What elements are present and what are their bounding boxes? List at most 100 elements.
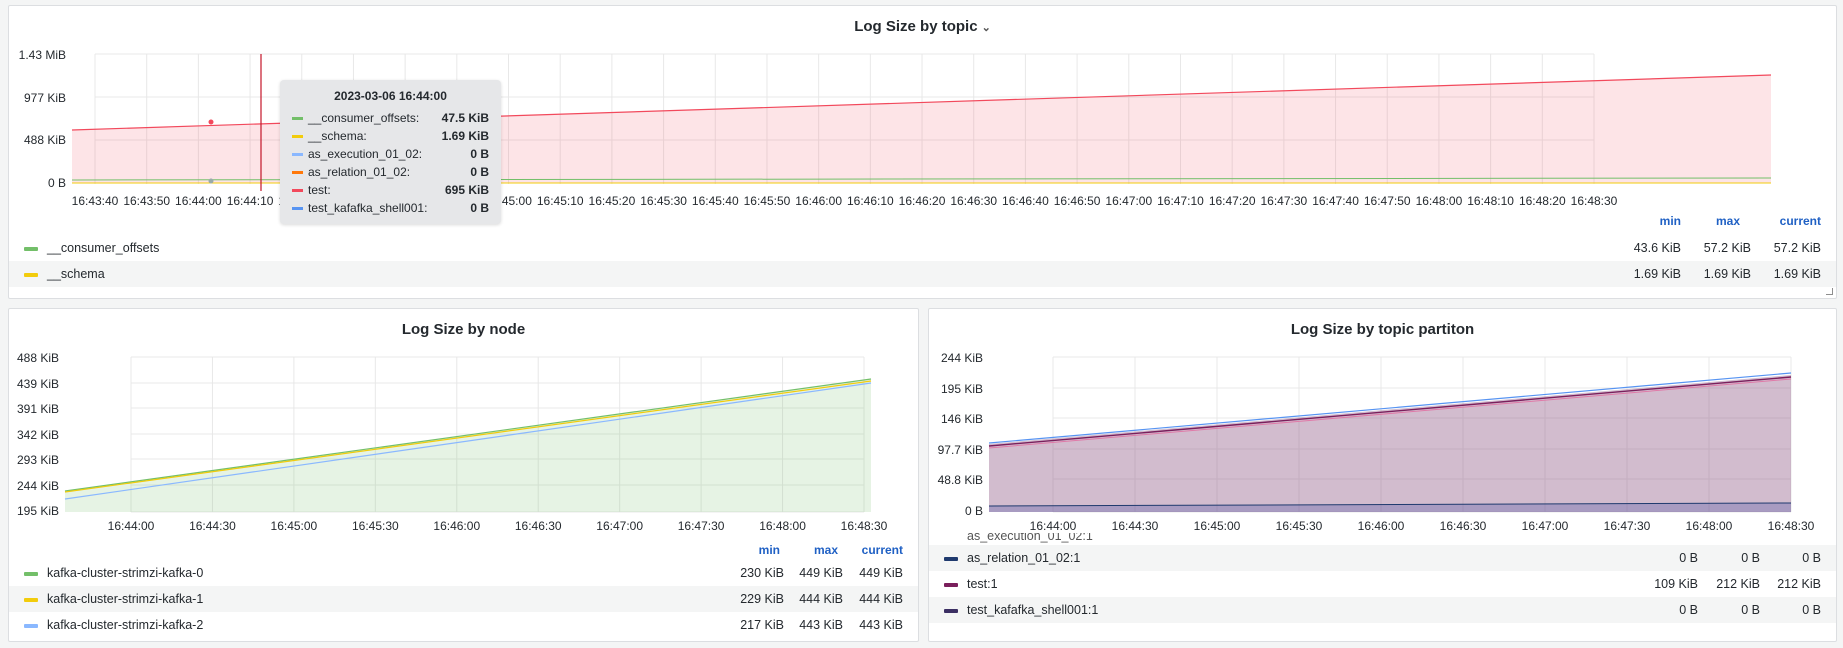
- legend: kafka-cluster-strimzi-kafka-0 230 KiB 44…: [9, 560, 918, 640]
- series-swatch: [24, 572, 38, 576]
- series-swatch: [24, 247, 38, 251]
- legend-max-value: 0 B: [1741, 603, 1760, 617]
- partition-graph[interactable]: 244 KiB 195 KiB 146 KiB 97.7 KiB 48.8 Ki…: [929, 309, 1837, 541]
- panel-resize-handle[interactable]: [1826, 288, 1833, 295]
- x-tick: 16:48:00: [759, 519, 806, 533]
- legend-item-label: as_execution_01_02:1: [967, 533, 1093, 543]
- legend-item-label: __consumer_offsets: [47, 241, 160, 255]
- x-tick: 16:45:30: [640, 194, 687, 206]
- x-tick: 16:46:00: [795, 194, 842, 206]
- series-swatch: [944, 609, 958, 613]
- y-tick: 48.8 KiB: [938, 473, 983, 487]
- y-tick: 293 KiB: [17, 453, 59, 467]
- series-swatch: [24, 624, 38, 628]
- legend-item[interactable]: kafka-cluster-strimzi-kafka-0 230 KiB 44…: [9, 560, 918, 586]
- x-tick: 16:48:00: [1686, 519, 1733, 533]
- legend-item[interactable]: test_kafafka_shell001:1 0 B 0 B 0 B: [929, 597, 1836, 623]
- tooltip-series-value: 695 KiB: [444, 183, 489, 197]
- x-tick: 16:47:00: [596, 519, 643, 533]
- panel-title[interactable]: Log Size by topic partiton: [1290, 321, 1475, 338]
- legend-header-max[interactable]: max: [813, 543, 838, 557]
- legend-min-value: 0 B: [1679, 551, 1698, 565]
- x-tick: 16:45:20: [589, 194, 636, 206]
- panel-log-size-by-topic-partition: Log Size by topic partiton 244 KiB 195 K…: [928, 308, 1837, 642]
- series-swatch: [292, 117, 303, 120]
- legend-header-current[interactable]: current: [1779, 214, 1821, 228]
- x-tick: 16:47:00: [1105, 194, 1152, 206]
- tooltip-series-name: test_kafafka_shell001:: [308, 201, 428, 215]
- series-as-relation-line: [988, 502, 1792, 507]
- legend-item-label: __schema: [47, 267, 105, 281]
- y-tick: 244 KiB: [941, 351, 983, 365]
- tooltip-row: as_execution_01_02: 0 B: [292, 145, 489, 163]
- legend-item[interactable]: as_relation_01_02:1 0 B 0 B 0 B: [929, 545, 1836, 571]
- series-area: [65, 379, 871, 512]
- x-tick: 16:46:20: [899, 194, 946, 206]
- x-tick: 16:47:30: [1604, 519, 1651, 533]
- legend: as_execution_01_02:1 as_relation_01_02:1…: [929, 533, 1836, 637]
- legend-min-value: 217 KiB: [740, 618, 784, 632]
- tooltip-row: test: 695 KiB: [292, 181, 489, 199]
- series-swatch: [944, 583, 958, 587]
- legend-item[interactable]: kafka-cluster-strimzi-kafka-1 229 KiB 44…: [9, 586, 918, 612]
- y-tick: 439 KiB: [17, 377, 59, 391]
- y-tick: 97.7 KiB: [938, 443, 983, 457]
- legend-header-max[interactable]: max: [1715, 214, 1740, 228]
- series-area: [989, 375, 1791, 512]
- legend-item-partial[interactable]: as_execution_01_02:1: [929, 533, 1836, 545]
- series-swatch: [292, 207, 303, 210]
- legend-header-current[interactable]: current: [861, 543, 903, 557]
- series-swatch: [292, 189, 303, 192]
- y-tick: 488 KiB: [24, 133, 66, 147]
- legend-current-value: 449 KiB: [859, 566, 903, 580]
- tooltip-series-value: 1.69 KiB: [441, 129, 489, 143]
- graph-tooltip: 2023-03-06 16:44:00 __consumer_offsets: 4…: [280, 80, 501, 224]
- tooltip-row: as_relation_01_02: 0 B: [292, 163, 489, 181]
- x-tick: 16:47:10: [1157, 194, 1204, 206]
- legend-current-value: 1.69 KiB: [1773, 267, 1821, 281]
- x-tick: 16:46:50: [1054, 194, 1101, 206]
- x-tick: 16:47:30: [678, 519, 725, 533]
- tooltip-series-value: 0 B: [470, 165, 489, 179]
- x-tick: 16:44:00: [108, 519, 155, 533]
- legend-item-label: test_kafafka_shell001:1: [967, 603, 1099, 617]
- series-kafka-0-line: [64, 378, 872, 492]
- y-tick: 146 KiB: [941, 412, 983, 426]
- x-tick: 16:45:50: [744, 194, 791, 206]
- legend-min-value: 0 B: [1679, 603, 1698, 617]
- panel-title[interactable]: Log Size by topic ⌄: [9, 18, 1836, 35]
- x-tick: 16:45:00: [1194, 519, 1241, 533]
- legend-max-value: 212 KiB: [1716, 577, 1760, 591]
- x-tick: 16:46:10: [847, 194, 894, 206]
- x-tick: 16:44:30: [1112, 519, 1159, 533]
- chevron-down-icon[interactable]: ⌄: [981, 22, 991, 34]
- series-swatch: [292, 135, 303, 138]
- x-tick: 16:48:30: [841, 519, 888, 533]
- tooltip-time: 2023-03-06 16:44:00: [334, 89, 447, 103]
- y-axis: 488 KiB 439 KiB 391 KiB 342 KiB 293 KiB …: [17, 351, 59, 518]
- legend: __consumer_offsets 43.6 KiB 57.2 KiB 57.…: [9, 235, 1836, 297]
- y-tick: 195 KiB: [17, 504, 59, 518]
- legend-max-value: 449 KiB: [799, 566, 843, 580]
- legend-max-value: 57.2 KiB: [1703, 241, 1751, 255]
- legend-item[interactable]: kafka-cluster-strimzi-kafka-2 217 KiB 44…: [9, 612, 918, 638]
- tooltip-row: __schema: 1.69 KiB: [292, 127, 489, 145]
- legend-current-value: 0 B: [1802, 551, 1821, 565]
- x-tick: 16:48:00: [1416, 194, 1463, 206]
- legend-item-label: kafka-cluster-strimzi-kafka-1: [47, 592, 204, 606]
- legend-max-value: 443 KiB: [799, 618, 843, 632]
- legend-max-value: 444 KiB: [799, 592, 843, 606]
- legend-max-value: 0 B: [1741, 551, 1760, 565]
- node-graph[interactable]: 488 KiB 439 KiB 391 KiB 342 KiB 293 KiB …: [9, 309, 919, 539]
- legend-header-min[interactable]: min: [1659, 214, 1681, 228]
- y-tick: 391 KiB: [17, 402, 59, 416]
- x-tick: 16:46:00: [433, 519, 480, 533]
- y-tick: 0 B: [48, 176, 66, 190]
- legend-item[interactable]: __schema 1.69 KiB 1.69 KiB 1.69 KiB: [9, 261, 1836, 287]
- legend-item[interactable]: __consumer_offsets 43.6 KiB 57.2 KiB 57.…: [9, 235, 1836, 261]
- series-kafka-1-line: [64, 380, 872, 493]
- legend-header-min[interactable]: min: [758, 543, 780, 557]
- grid: [1052, 356, 1792, 513]
- panel-title[interactable]: Log Size by node: [401, 321, 526, 338]
- legend-item[interactable]: test:1 109 KiB 212 KiB 212 KiB: [929, 571, 1836, 597]
